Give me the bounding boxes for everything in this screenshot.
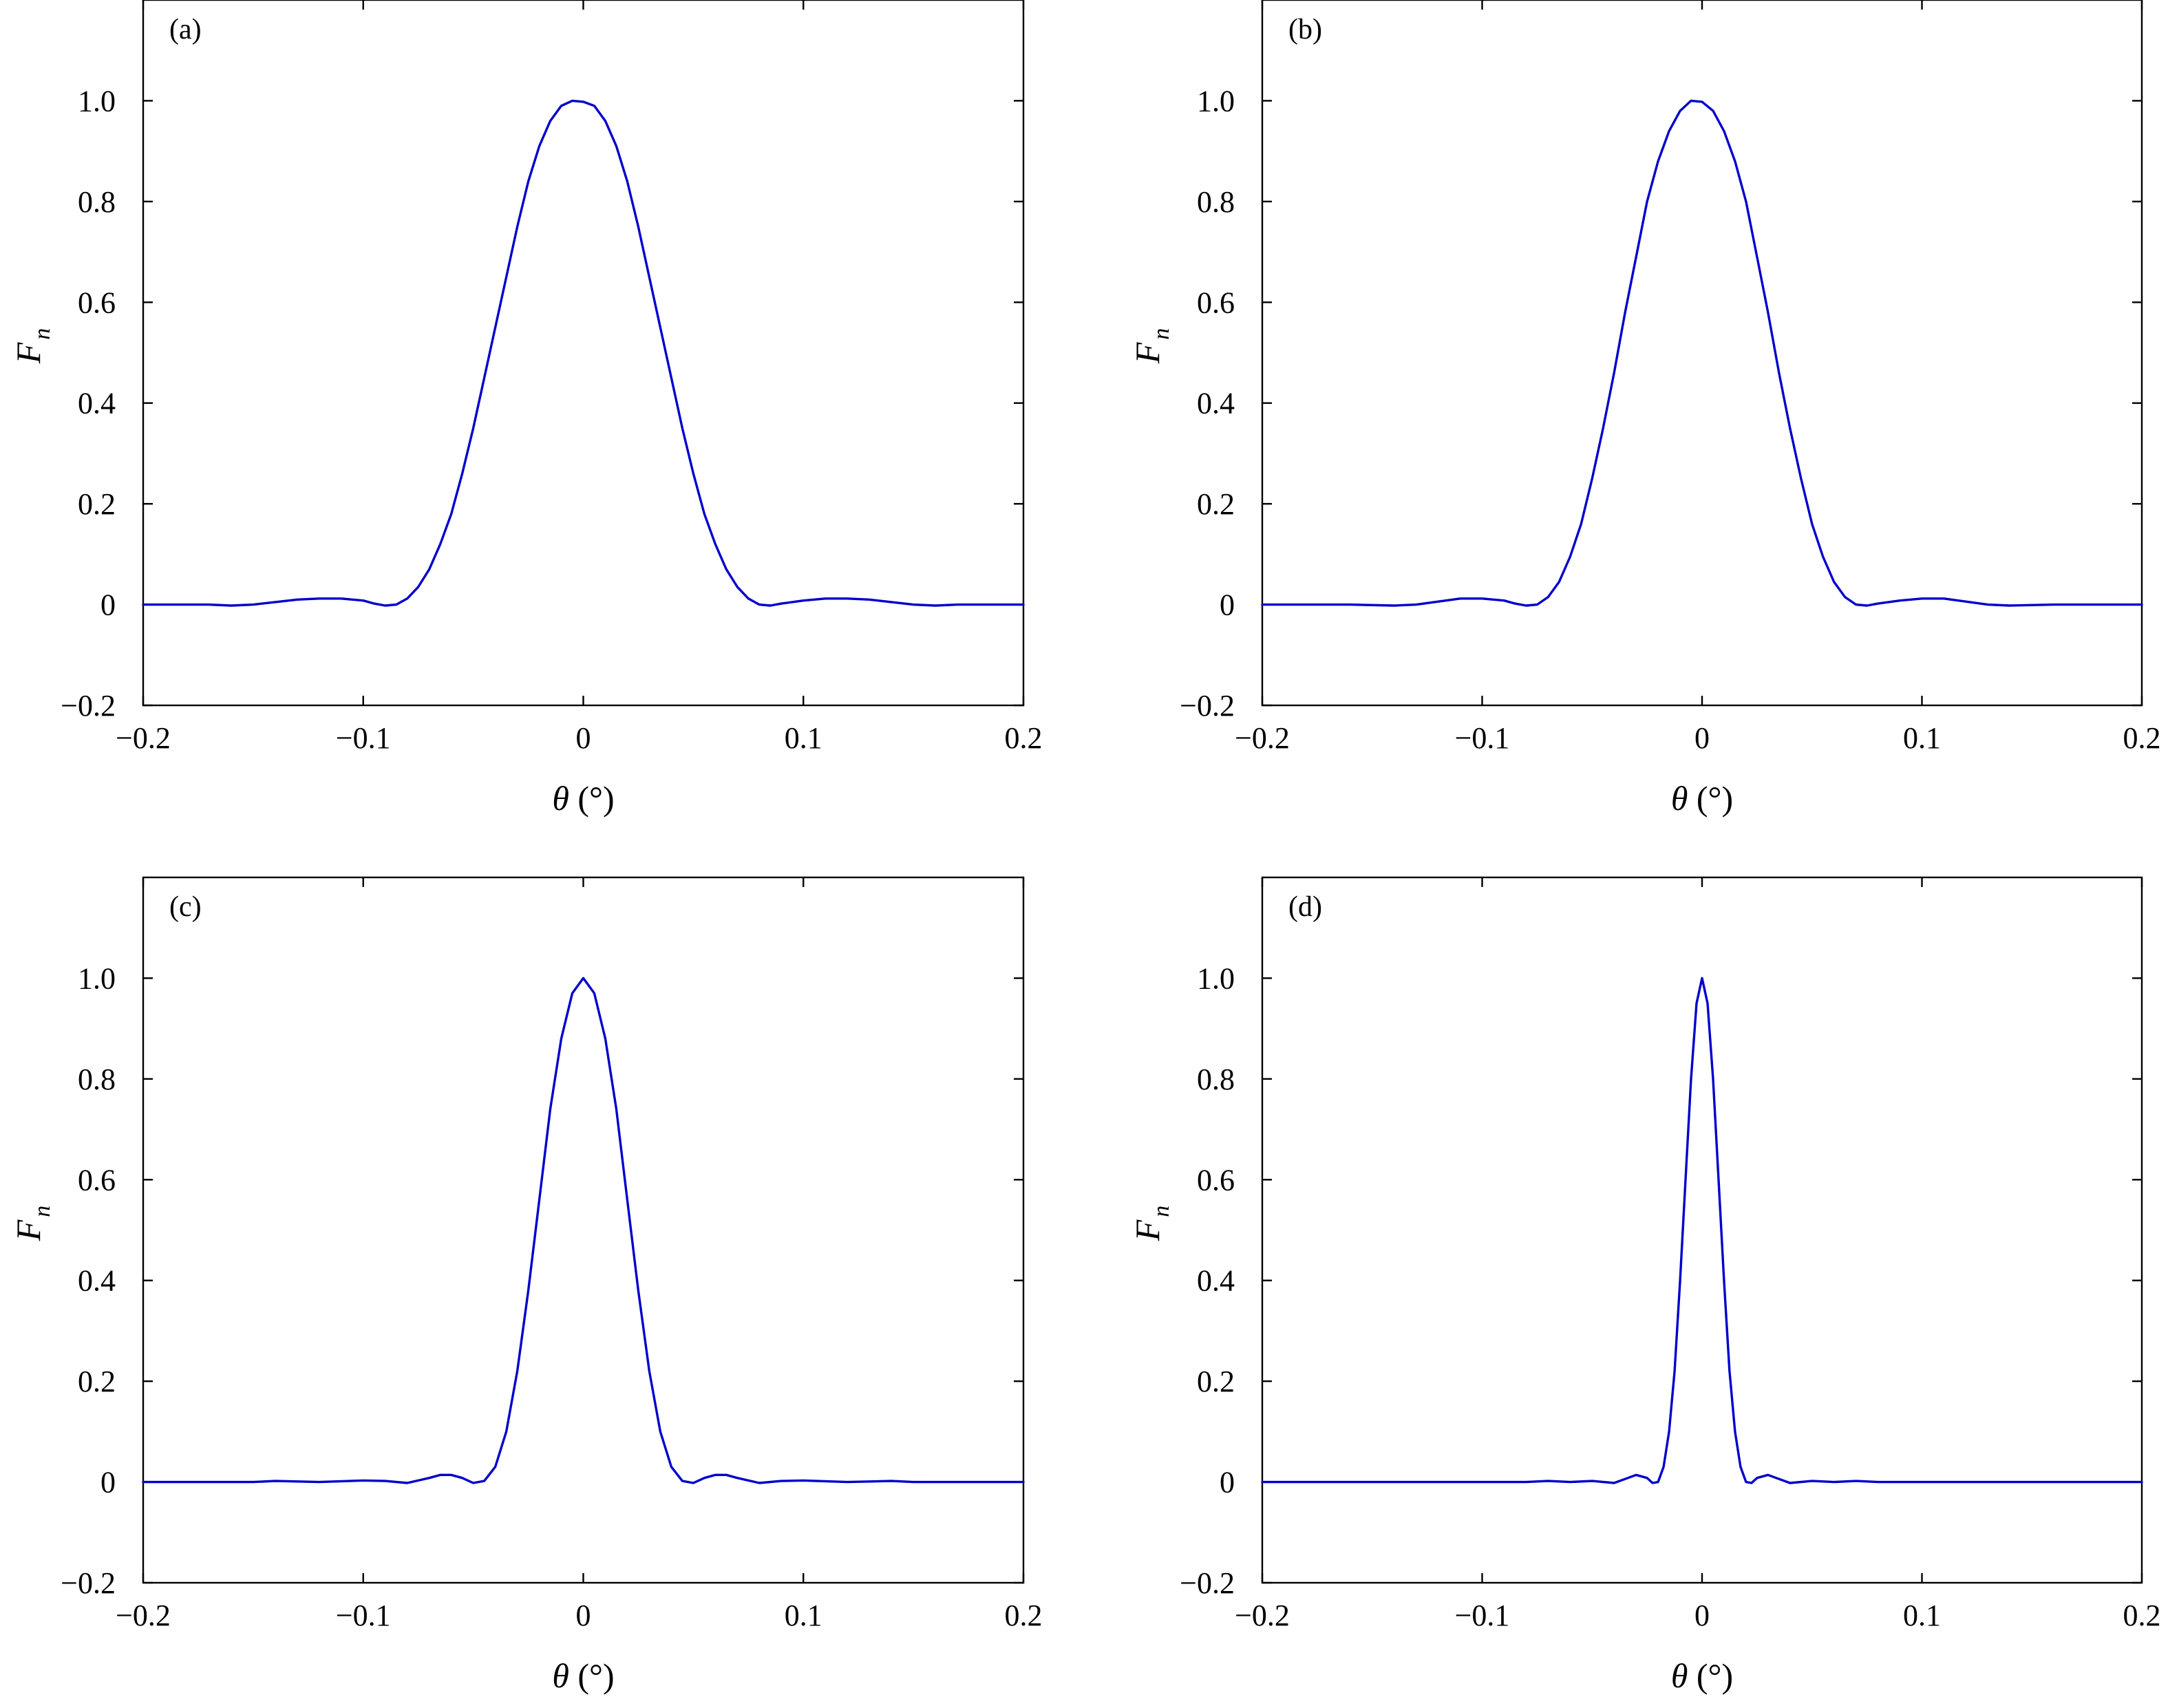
x-tick-label: 0 <box>576 1599 591 1632</box>
x-tick-label: −0.2 <box>116 721 171 755</box>
x-axis-symbol: θ <box>1671 1656 1688 1695</box>
y-tick-label: −0.2 <box>61 689 116 723</box>
y-tick-label: 1.0 <box>78 84 116 118</box>
x-tick-label: −0.2 <box>116 1599 171 1632</box>
y-tick-label: 0.4 <box>1197 1264 1235 1298</box>
y-axis-main: F <box>9 1219 47 1241</box>
y-axis-main: F <box>9 342 47 364</box>
y-tick-label: 0.6 <box>78 1163 116 1197</box>
y-axis-label: Fn <box>9 328 55 365</box>
x-axis-symbol: θ <box>1671 779 1688 818</box>
plot-frame <box>142 0 1025 707</box>
x-axis-label: θ (°) <box>552 1656 614 1695</box>
y-tick-label: 0.2 <box>1197 487 1235 521</box>
y-tick-label: 0.6 <box>1197 1163 1235 1197</box>
x-tick-label: −0.1 <box>336 1599 391 1632</box>
x-axis-unit: (°) <box>1688 779 1733 818</box>
panel-label: (a) <box>169 14 202 45</box>
y-tick-label: 0.8 <box>1197 185 1235 219</box>
y-tick-label: 0.4 <box>78 387 116 420</box>
x-tick-label: −0.1 <box>336 721 391 755</box>
y-tick-label: 1.0 <box>1197 961 1235 995</box>
plot-frame <box>142 876 1025 1584</box>
series-line-1 <box>142 976 1025 1484</box>
y-tick-label: 0.6 <box>78 286 116 319</box>
x-axis-symbol: θ <box>552 779 569 818</box>
x-axis-label: θ (°) <box>1671 1656 1733 1695</box>
y-axis-subscript: n <box>1149 328 1174 340</box>
x-axis-unit: (°) <box>569 1656 615 1695</box>
y-axis-label: Fn <box>9 1206 55 1242</box>
y-axis-subscript: n <box>1149 1206 1174 1217</box>
x-tick-label: −0.1 <box>1455 721 1510 755</box>
series-line-1 <box>1261 99 2143 607</box>
chart-panel-2: −0.2 −0.1 0 0.1 0.2 −0.2 0 0.2 0.4 0.6 0.8 1.0 (b) θ … <box>1128 0 2161 818</box>
y-tick-label: −0.2 <box>1180 689 1235 723</box>
x-tick-label: 0.2 <box>1005 1599 1043 1632</box>
y-tick-label: −0.2 <box>1180 1566 1235 1600</box>
x-axis-symbol: θ <box>552 1656 569 1695</box>
y-tick-label: 0 <box>100 1466 116 1499</box>
x-tick-label: 0 <box>1694 1599 1710 1632</box>
y-tick-label: 0.6 <box>1197 286 1235 319</box>
x-tick-label: −0.1 <box>1455 1599 1510 1632</box>
x-tick-label: 0.1 <box>785 1599 822 1632</box>
y-tick-label: 0.2 <box>1197 1365 1235 1398</box>
plot-frame <box>1261 0 2143 707</box>
x-axis-unit: (°) <box>569 779 615 818</box>
y-tick-label: 0.4 <box>78 1264 116 1298</box>
x-tick-label: 0.1 <box>785 721 822 755</box>
x-tick-label: 0.1 <box>1903 721 1941 755</box>
y-tick-label: 0 <box>1220 1466 1235 1499</box>
y-axis-main: F <box>1128 1219 1167 1241</box>
y-axis-label: Fn <box>1128 328 1174 365</box>
y-tick-label: −0.2 <box>61 1566 116 1600</box>
x-tick-label: −0.2 <box>1235 721 1290 755</box>
panel-label: (b) <box>1288 14 1322 45</box>
chart-panel-4: −0.2 −0.1 0 0.1 0.2 −0.2 0 0.2 0.4 0.6 0.8 1.0 (d) θ … <box>1128 876 2161 1695</box>
chart-panel-1: −0.2 −0.1 0 0.1 0.2 −0.2 0 0.2 0.4 0.6 0.8 1.0 (a) θ … <box>9 0 1043 818</box>
x-axis-label: θ (°) <box>552 779 614 818</box>
x-tick-label: −0.2 <box>1235 1599 1290 1632</box>
y-tick-label: 0.8 <box>1197 1063 1235 1096</box>
y-axis-subscript: n <box>30 1206 55 1217</box>
y-tick-label: 0 <box>1220 588 1235 622</box>
x-axis-label: θ (°) <box>1671 779 1733 818</box>
x-tick-label: 0.2 <box>2123 1599 2161 1632</box>
x-axis-unit: (°) <box>1688 1656 1733 1695</box>
x-tick-label: 0 <box>576 721 591 755</box>
x-tick-label: 0.1 <box>1903 1599 1941 1632</box>
y-tick-label: 0.8 <box>78 185 116 219</box>
y-tick-label: 0 <box>100 588 116 622</box>
y-axis-main: F <box>1128 342 1167 364</box>
y-tick-label: 1.0 <box>78 961 116 995</box>
y-tick-label: 1.0 <box>1197 84 1235 118</box>
x-tick-label: 0.2 <box>1005 721 1043 755</box>
y-tick-label: 0.2 <box>78 487 116 521</box>
x-tick-label: 0 <box>1694 721 1710 755</box>
series-line-1 <box>142 99 1025 607</box>
series-line-1 <box>1261 976 2143 1484</box>
x-tick-label: 0.2 <box>2123 721 2161 755</box>
y-axis-label: Fn <box>1128 1206 1174 1242</box>
y-tick-label: 0.4 <box>1197 387 1235 420</box>
y-axis-subscript: n <box>30 328 55 340</box>
panel-label: (c) <box>169 891 202 923</box>
panel-label: (d) <box>1288 891 1322 923</box>
y-tick-label: 0.2 <box>78 1365 116 1398</box>
chart-panel-3: −0.2 −0.1 0 0.1 0.2 −0.2 0 0.2 0.4 0.6 0.8 1.0 (c) θ … <box>9 876 1043 1695</box>
y-tick-label: 0.8 <box>78 1063 116 1096</box>
